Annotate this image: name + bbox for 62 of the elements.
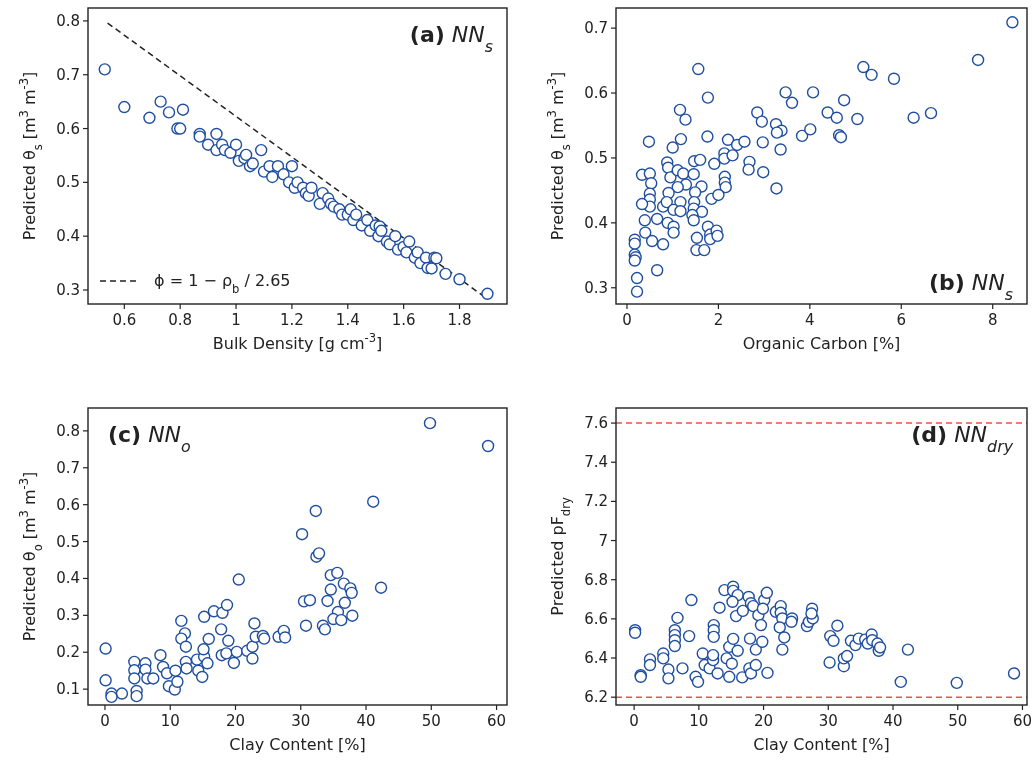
x-tick-label: 0 bbox=[100, 712, 110, 730]
y-tick-label: 6.8 bbox=[584, 570, 608, 589]
x-tick-label: 30 bbox=[291, 712, 311, 730]
x-tick-label: 1.6 bbox=[391, 311, 416, 329]
x-tick-label: 60 bbox=[1012, 712, 1033, 730]
y-tick-label: 0.4 bbox=[56, 569, 80, 588]
y-tick-label: 0.4 bbox=[56, 227, 80, 246]
y-tick-label: 7.2 bbox=[584, 492, 608, 511]
y-tick-label: 0.5 bbox=[56, 173, 80, 192]
y-tick-label: 7.4 bbox=[584, 453, 608, 472]
y-tick-label: 0.6 bbox=[56, 495, 80, 514]
x-tick-label: 6 bbox=[896, 311, 907, 329]
legend-label: ϕ = 1 − ρ$_{b}$ / 2.65 bbox=[154, 271, 291, 296]
annotation: (b) NN$_{s}$ bbox=[928, 270, 1013, 304]
x-tick-label: 0.6 bbox=[112, 311, 137, 329]
x-tick-label: 1.4 bbox=[335, 311, 360, 329]
x-tick-label: 50 bbox=[421, 712, 441, 730]
annotation: (a) NN$_{s}$ bbox=[409, 22, 493, 56]
x-tick-label: 10 bbox=[689, 712, 709, 730]
y-tick-label: 7 bbox=[598, 531, 608, 550]
y-tick-label: 6.2 bbox=[584, 688, 608, 707]
y-tick-label: 0.7 bbox=[584, 19, 608, 38]
y-tick-label: 0.1 bbox=[56, 680, 80, 699]
y-tick-label: 7.6 bbox=[584, 414, 608, 433]
x-tick-label: 0.8 bbox=[168, 311, 193, 329]
x-tick-label: 0 bbox=[622, 311, 632, 329]
y-tick-label: 0.7 bbox=[56, 65, 80, 84]
x-axis-title: Clay Content [%] bbox=[229, 735, 366, 754]
x-axis-title: Organic Carbon [%] bbox=[742, 334, 901, 353]
y-tick-label: 0.3 bbox=[584, 278, 608, 297]
x-tick-label: 20 bbox=[225, 712, 246, 730]
y-tick-label: 0.7 bbox=[56, 458, 80, 477]
x-tick-label: 50 bbox=[948, 712, 968, 730]
y-tick-label: 0.5 bbox=[56, 532, 80, 551]
x-axis-title: Clay Content [%] bbox=[753, 735, 890, 754]
x-tick-label: 40 bbox=[883, 712, 903, 730]
x-tick-label: 4 bbox=[805, 311, 815, 329]
x-tick-label: 2 bbox=[713, 311, 724, 329]
x-tick-label: 0 bbox=[629, 712, 639, 730]
x-tick-label: 40 bbox=[356, 712, 376, 730]
x-tick-label: 1.8 bbox=[447, 311, 472, 329]
y-tick-label: 0.8 bbox=[56, 11, 80, 30]
x-tick-label: 60 bbox=[487, 712, 507, 730]
annotation: (c) NN$_{o}$ bbox=[108, 422, 191, 456]
x-tick-label: 8 bbox=[987, 311, 998, 329]
y-tick-label: 0.5 bbox=[584, 148, 608, 167]
y-tick-label: 6.6 bbox=[584, 609, 608, 628]
y-tick-label: 6.4 bbox=[584, 649, 608, 668]
x-tick-label: 10 bbox=[160, 712, 180, 730]
y-tick-label: 0.6 bbox=[56, 119, 80, 138]
x-axis-title: Bulk Density [g cm$^{-3}$] bbox=[212, 331, 383, 353]
y-tick-label: 0.3 bbox=[56, 606, 80, 625]
y-tick-label: 0.2 bbox=[56, 643, 80, 662]
x-tick-label: 30 bbox=[818, 712, 838, 730]
y-tick-label: 0.3 bbox=[56, 281, 80, 300]
x-tick-label: 1 bbox=[231, 311, 241, 329]
x-tick-label: 1.2 bbox=[279, 311, 304, 329]
y-tick-label: 0.6 bbox=[584, 84, 608, 103]
y-tick-label: 0.4 bbox=[584, 213, 608, 232]
x-tick-label: 20 bbox=[754, 712, 774, 730]
annotation: (d) NN$_{dry}$ bbox=[911, 422, 1014, 456]
y-tick-label: 0.8 bbox=[56, 421, 80, 440]
